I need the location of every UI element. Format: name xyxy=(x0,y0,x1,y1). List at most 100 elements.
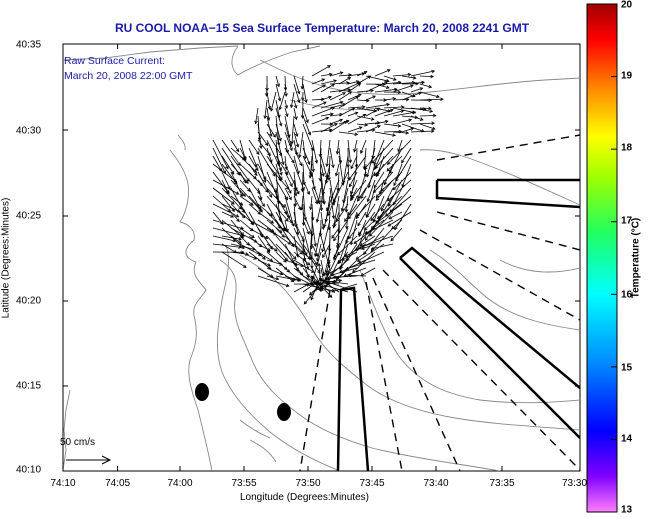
current-vector-head xyxy=(333,256,337,261)
current-vector-head xyxy=(360,150,364,154)
current-vector xyxy=(293,171,297,191)
current-vector xyxy=(374,69,391,77)
map-layers xyxy=(63,45,580,471)
y-tick-label: 40:10 xyxy=(16,464,42,476)
current-vector xyxy=(230,179,246,197)
current-vector-head xyxy=(350,165,354,170)
current-vector-head xyxy=(353,148,357,153)
current-vector xyxy=(266,179,278,193)
current-vector xyxy=(266,107,270,121)
current-vector xyxy=(373,139,385,166)
current-vector-head xyxy=(343,120,348,125)
current-vector-head xyxy=(374,165,379,169)
current-vector xyxy=(419,98,444,101)
current-vector-head xyxy=(370,217,374,222)
current-vector xyxy=(365,122,380,125)
current-vector xyxy=(302,83,307,103)
current-vector-head xyxy=(238,237,242,241)
current-vector xyxy=(329,119,343,125)
current-vector xyxy=(353,139,358,152)
current-vector-head xyxy=(348,91,353,95)
current-vector xyxy=(311,65,331,77)
current-vector xyxy=(374,83,390,89)
current-vector xyxy=(293,155,300,174)
current-vector-head xyxy=(419,87,424,91)
current-vector xyxy=(293,99,297,109)
current-vector xyxy=(373,195,385,223)
current-vector-head xyxy=(388,215,393,220)
current-vector xyxy=(257,203,273,217)
current-vector xyxy=(221,211,234,218)
current-vector xyxy=(345,211,358,244)
current-vector xyxy=(309,163,313,178)
current-vector xyxy=(284,131,293,151)
current-vector xyxy=(356,123,368,126)
current-vector-head xyxy=(249,227,254,232)
current-vector-head xyxy=(386,161,391,165)
current-vector xyxy=(329,89,351,93)
colorbar-tick-label: 20 xyxy=(621,0,633,11)
current-vector-head xyxy=(324,280,329,284)
current-vector xyxy=(347,83,361,93)
current-vector-head xyxy=(397,148,401,153)
current-vector xyxy=(365,187,376,217)
current-vector xyxy=(255,107,259,124)
current-vector xyxy=(361,235,394,248)
current-vector xyxy=(345,259,376,270)
current-vector xyxy=(347,126,363,133)
current-vector-head xyxy=(363,166,368,171)
current-vector-head xyxy=(357,93,362,97)
current-vector-head xyxy=(262,256,266,260)
current-vector-head xyxy=(392,186,397,191)
current-vector-head xyxy=(357,222,361,227)
current-vector-head xyxy=(285,113,289,118)
colorbar-tick-label: 15 xyxy=(621,362,633,374)
current-vector xyxy=(320,267,325,283)
current-vector-head xyxy=(265,189,269,193)
current-vector-head xyxy=(354,111,359,116)
current-vector-head xyxy=(267,152,271,157)
current-vector-head xyxy=(333,237,337,242)
current-vector xyxy=(302,179,310,195)
current-vector xyxy=(221,187,242,210)
current-vector xyxy=(212,139,229,169)
current-vector xyxy=(239,195,254,206)
current-vector xyxy=(401,127,414,133)
current-vector xyxy=(248,147,258,167)
current-vector xyxy=(319,147,322,181)
current-vector-head xyxy=(220,221,224,225)
current-vector-head xyxy=(431,129,435,133)
current-vector xyxy=(266,211,285,231)
current-vector xyxy=(293,243,311,260)
current-vector-head xyxy=(264,142,269,147)
current-vector-head xyxy=(363,251,367,255)
current-vector xyxy=(248,227,268,239)
current-vector xyxy=(356,227,367,252)
current-vector-head xyxy=(285,228,289,233)
current-vector xyxy=(302,219,310,235)
current-vector xyxy=(212,235,236,242)
current-vector-head xyxy=(347,76,352,81)
current-vector-head xyxy=(428,106,432,111)
current-vector-head xyxy=(412,110,417,115)
current-vector xyxy=(356,90,374,93)
current-vector xyxy=(302,281,318,293)
current-vector xyxy=(338,155,344,186)
current-vector xyxy=(212,219,244,230)
current-vector xyxy=(365,108,380,117)
current-vector xyxy=(266,171,279,199)
current-vector xyxy=(221,139,241,166)
current-vector-head xyxy=(255,167,259,172)
current-vector xyxy=(325,280,358,293)
current-vector xyxy=(293,251,311,266)
current-vector xyxy=(266,163,290,190)
x-tick-label: 73:45 xyxy=(359,478,385,489)
current-vector-head xyxy=(367,75,372,79)
current-vector xyxy=(284,203,290,219)
current-vector-head xyxy=(329,112,334,117)
current-vector-head xyxy=(284,105,289,110)
current-vector xyxy=(342,155,349,184)
current-vector xyxy=(230,155,250,182)
current-vector-head xyxy=(243,179,247,184)
current-vector xyxy=(293,179,297,196)
